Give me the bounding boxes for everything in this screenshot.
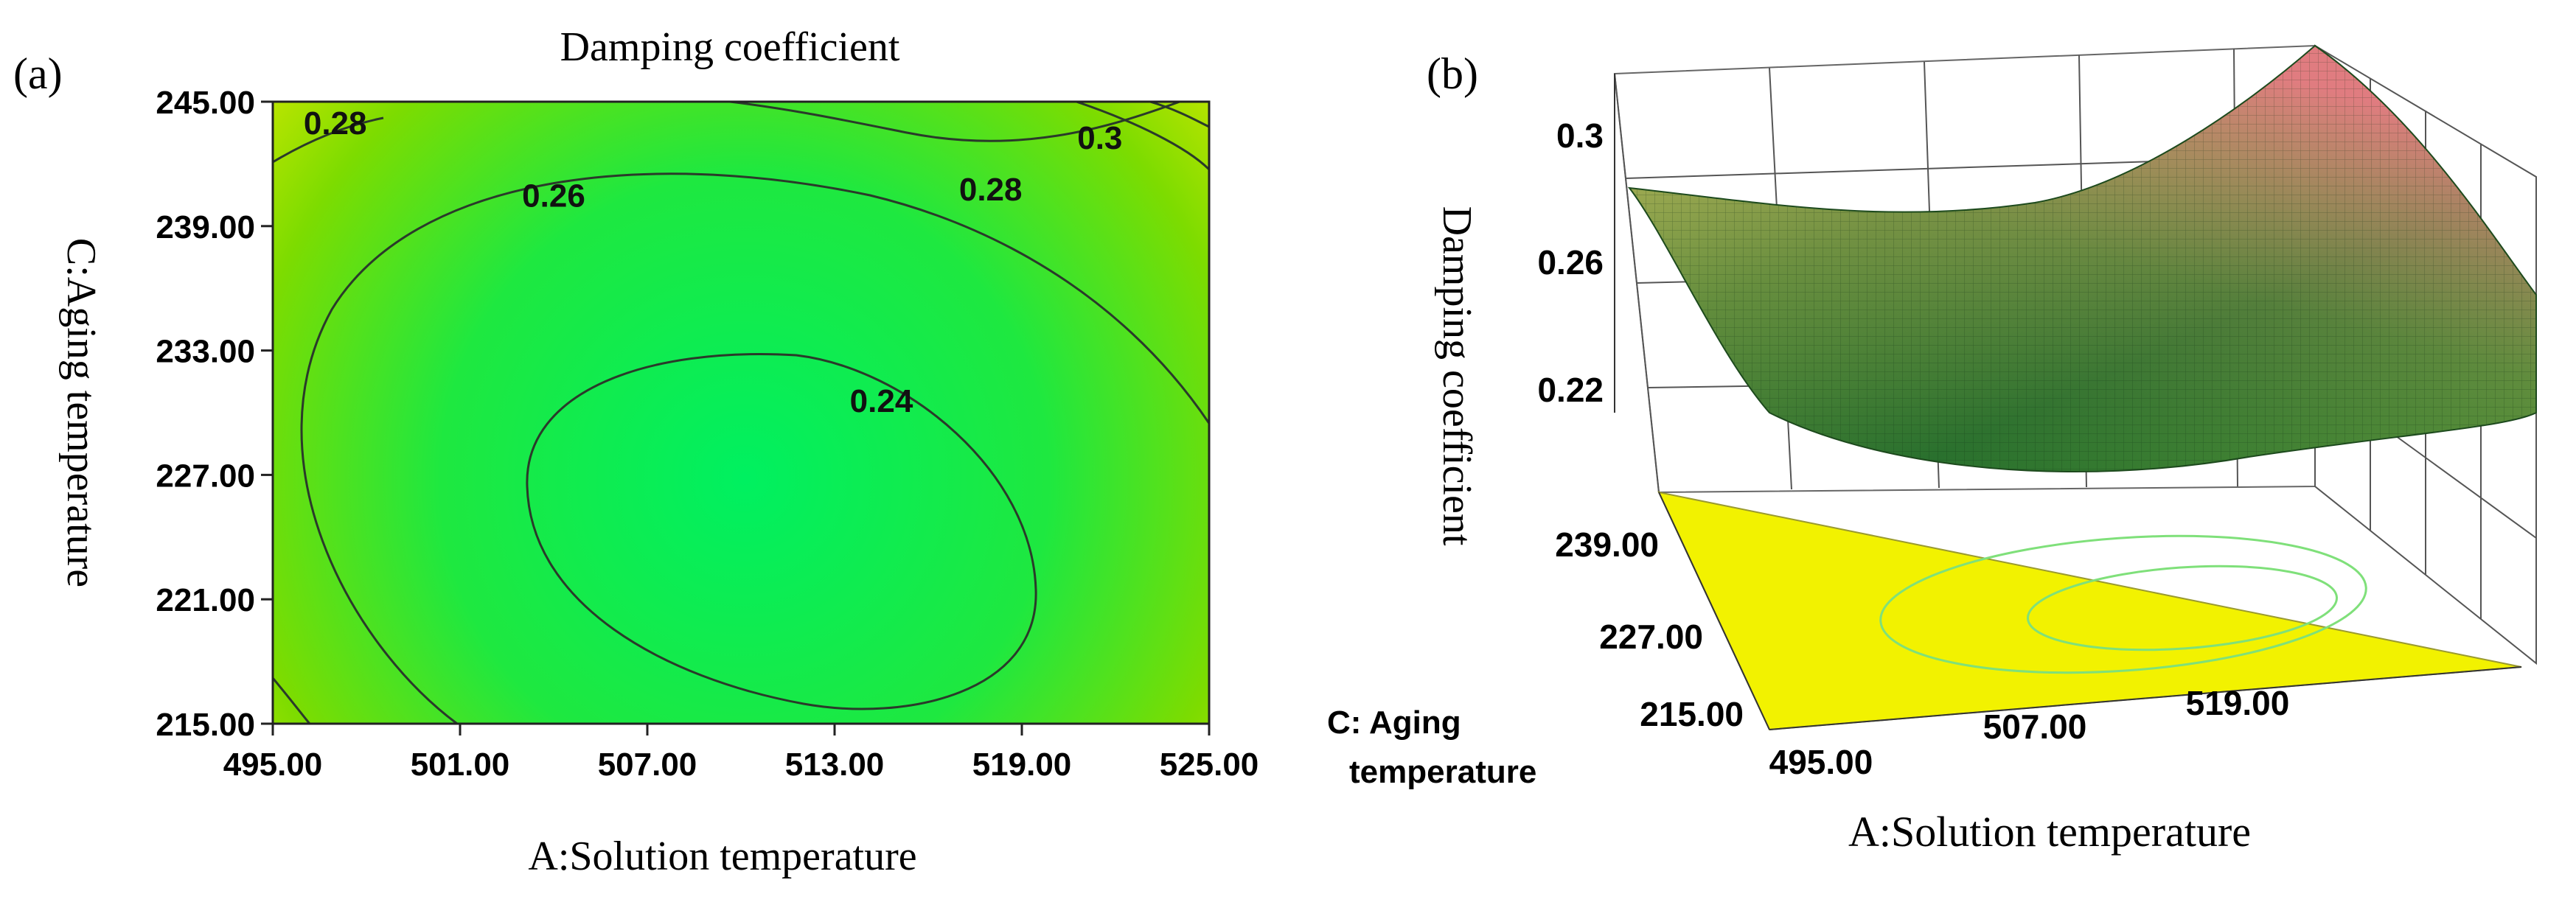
contour-title: Damping coefficient bbox=[560, 24, 900, 70]
contour-label: 0.28 bbox=[304, 105, 367, 141]
contour-label: 0.24 bbox=[850, 383, 913, 419]
contour-label: 0.3 bbox=[1077, 120, 1122, 156]
y-tick-label: 239.00 bbox=[156, 209, 255, 245]
z-tick-label: 0.26 bbox=[1537, 243, 1604, 282]
surface-panel: (b) bbox=[1327, 46, 2536, 856]
y-axis-ticks: 215.00 221.00 227.00 233.00 239.00 245.00 bbox=[156, 85, 273, 743]
z-axis-ticks: 0.3 0.26 0.22 bbox=[1537, 116, 1604, 409]
floor-plane-fill bbox=[1659, 492, 2521, 730]
y-axis-label-3d-line2: temperature bbox=[1349, 754, 1536, 790]
z-tick-label: 0.22 bbox=[1537, 371, 1604, 409]
y-tick-label-3d: 239.00 bbox=[1555, 525, 1659, 564]
x-tick-label: 513.00 bbox=[785, 747, 885, 783]
figure: (a) Damping coefficient 0.28 0.26 0.24 0.28… bbox=[0, 0, 2576, 905]
z-tick-label: 0.3 bbox=[1556, 116, 1604, 155]
x-tick-label-3d: 507.00 bbox=[1983, 707, 2087, 746]
y-tick-label: 245.00 bbox=[156, 85, 255, 121]
y-tick-label: 221.00 bbox=[156, 582, 255, 618]
contour-background bbox=[273, 102, 1209, 724]
x-tick-label-3d: 519.00 bbox=[2186, 684, 2290, 722]
x-tick-label: 507.00 bbox=[598, 747, 697, 783]
response-surface bbox=[1629, 46, 2536, 472]
y-tick-label: 215.00 bbox=[156, 707, 255, 743]
x-tick-label: 501.00 bbox=[411, 747, 510, 783]
contour-label: 0.28 bbox=[959, 172, 1023, 208]
y-tick-label-3d: 215.00 bbox=[1640, 695, 1744, 733]
panel-label-a: (a) bbox=[13, 49, 63, 98]
x-axis-ticks: 495.00 501.00 507.00 513.00 519.00 525.00 bbox=[223, 724, 1259, 783]
y-tick-label: 227.00 bbox=[156, 458, 255, 494]
y-tick-label-3d: 227.00 bbox=[1599, 618, 1703, 656]
x-tick-label: 519.00 bbox=[972, 747, 1072, 783]
contour-label: 0.26 bbox=[522, 178, 585, 214]
x-tick-label: 495.00 bbox=[223, 747, 323, 783]
y-axis-label-3d-line1: C: Aging bbox=[1327, 705, 1461, 741]
z-axis-label: Damping coefficient bbox=[1434, 206, 1480, 546]
x-axis-label-3d: A:Solution temperature bbox=[1848, 808, 2251, 856]
y-tick-label: 233.00 bbox=[156, 334, 255, 370]
x-tick-label: 525.00 bbox=[1160, 747, 1259, 783]
contour-panel: (a) Damping coefficient 0.28 0.26 0.24 0.28… bbox=[13, 24, 1283, 879]
x-tick-label-3d: 495.00 bbox=[1769, 743, 1873, 781]
panel-label-b: (b) bbox=[1427, 49, 1478, 98]
y-axis-label: C:Aging temperature bbox=[58, 238, 104, 587]
x-axis-label: A:Solution temperature bbox=[528, 834, 916, 879]
